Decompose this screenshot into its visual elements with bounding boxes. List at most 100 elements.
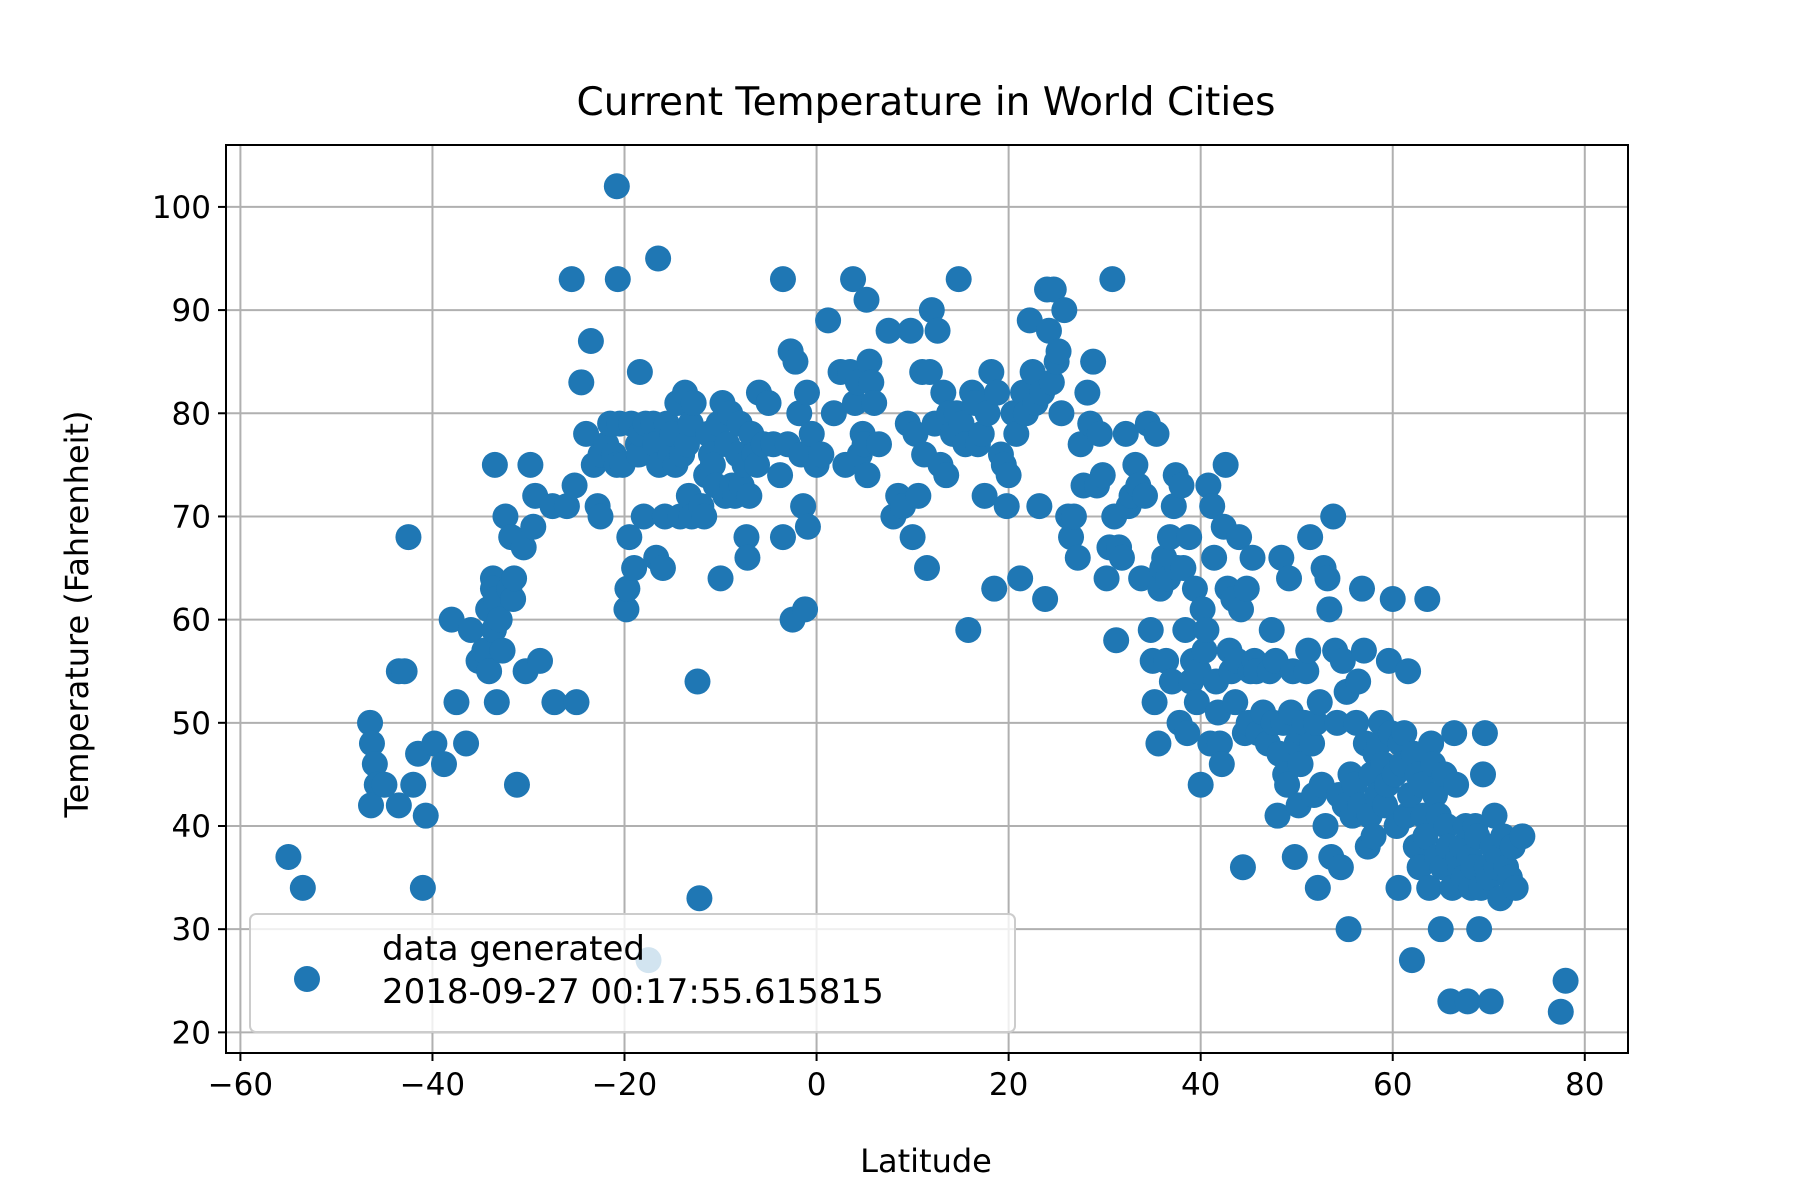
x-tick-label: −20: [592, 1067, 657, 1103]
data-point: [649, 555, 676, 582]
data-point: [974, 400, 1001, 427]
data-point: [1454, 988, 1481, 1015]
data-point: [767, 462, 794, 489]
data-point: [1222, 689, 1249, 716]
data-point: [1051, 297, 1078, 324]
data-point: [1153, 647, 1180, 674]
data-point: [1187, 771, 1214, 798]
data-point: [1418, 730, 1445, 757]
data-point: [945, 266, 972, 293]
y-tick-label: 100: [152, 190, 211, 226]
data-point: [1306, 689, 1333, 716]
data-point: [1312, 813, 1339, 839]
data-point: [1350, 637, 1377, 664]
x-tick-label: 40: [1181, 1067, 1220, 1103]
legend-box: [249, 913, 1016, 1033]
data-point: [621, 555, 648, 582]
data-point: [1471, 720, 1498, 747]
data-point: [1316, 596, 1343, 623]
data-point: [1226, 524, 1253, 551]
data-point: [1189, 596, 1216, 623]
data-point: [933, 462, 960, 489]
data-point: [792, 596, 819, 623]
data-point: [808, 441, 835, 468]
data-point: [457, 616, 484, 643]
data-point: [630, 503, 657, 530]
data-point: [613, 596, 640, 623]
data-point: [626, 359, 653, 385]
data-point: [443, 689, 470, 716]
data-point: [1329, 647, 1356, 674]
data-point: [861, 389, 888, 416]
data-point: [1086, 420, 1113, 447]
data-point: [1137, 616, 1164, 643]
data-point: [438, 606, 465, 633]
data-point: [541, 689, 568, 716]
data-point: [769, 524, 796, 551]
data-point: [1264, 802, 1291, 829]
data-point: [1064, 544, 1091, 571]
data-point: [1412, 823, 1439, 850]
data-point: [902, 420, 929, 447]
data-point: [577, 328, 604, 355]
data-point: [587, 503, 614, 530]
data-point: [1160, 493, 1187, 520]
data-point: [1067, 431, 1094, 458]
data-point: [1314, 565, 1341, 592]
x-tick-label: 0: [807, 1067, 827, 1103]
x-tick-label: 60: [1373, 1067, 1412, 1103]
data-point: [899, 524, 926, 551]
data-point: [875, 317, 902, 344]
data-point: [971, 482, 998, 509]
data-point: [486, 606, 513, 633]
data-point: [1141, 689, 1168, 716]
data-point: [1295, 637, 1322, 664]
data-point: [1158, 668, 1185, 695]
data-point: [1324, 709, 1351, 736]
data-point: [1195, 472, 1222, 499]
y-tick-label: 60: [172, 603, 211, 639]
data-point: [391, 658, 418, 685]
data-point: [981, 575, 1008, 602]
y-tick-label: 30: [172, 912, 211, 948]
data-point: [782, 348, 809, 375]
data-point: [1375, 647, 1402, 674]
data-point: [948, 410, 975, 437]
data-point: [476, 658, 503, 685]
data-point: [453, 730, 480, 757]
data-point: [978, 359, 1005, 385]
data-point: [1040, 276, 1067, 303]
data-point: [553, 493, 580, 520]
data-point: [1379, 586, 1406, 612]
data-point: [1168, 472, 1195, 499]
data-point: [840, 266, 867, 293]
data-point: [517, 451, 544, 478]
data-point: [1199, 493, 1226, 520]
y-tick-label: 50: [172, 706, 211, 742]
data-point: [984, 379, 1011, 406]
data-point: [794, 513, 821, 540]
data-point: [1074, 379, 1101, 406]
data-point: [1003, 420, 1030, 447]
data-point: [1038, 369, 1065, 396]
data-point: [995, 462, 1022, 489]
legend-label-line1: data generated: [382, 929, 645, 969]
data-point: [400, 771, 427, 798]
data-point: [500, 586, 527, 612]
data-point: [1212, 451, 1239, 478]
data-point: [916, 359, 943, 385]
data-point: [993, 493, 1020, 520]
data-point: [798, 420, 825, 447]
data-point: [853, 286, 880, 313]
data-point: [1143, 420, 1170, 447]
data-point: [1103, 627, 1130, 654]
data-point: [1343, 709, 1370, 736]
data-point: [1128, 565, 1155, 592]
data-point: [691, 503, 718, 530]
data-point: [744, 451, 771, 478]
data-point: [1385, 874, 1412, 901]
data-point: [1229, 854, 1256, 881]
data-point: [1304, 874, 1331, 901]
data-point: [561, 472, 588, 499]
data-point: [793, 379, 820, 406]
